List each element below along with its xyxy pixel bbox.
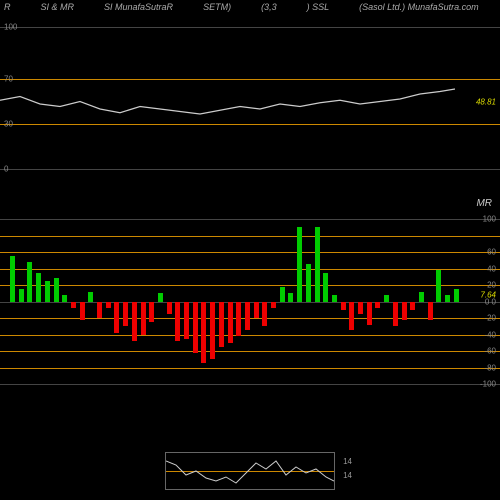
bar xyxy=(36,273,41,302)
bar xyxy=(210,302,215,360)
bar xyxy=(428,302,433,320)
bar xyxy=(71,302,76,309)
bar xyxy=(332,295,337,302)
y-axis-label: -60 xyxy=(484,347,496,356)
mr-bar-chart: 1007.646040200 0-20-40-60-80-100 xyxy=(0,219,500,384)
bar xyxy=(175,302,180,342)
rsi-line-chart: 10070300 48.81 xyxy=(0,19,500,169)
y-axis-label: -80 xyxy=(484,363,496,372)
bar xyxy=(306,264,311,301)
bars-area xyxy=(10,219,465,384)
y-axis-label: 20 xyxy=(487,281,496,290)
bar xyxy=(97,302,102,319)
bar xyxy=(149,302,154,323)
header-item: (Sasol Ltd.) MunafaSutra.com xyxy=(359,2,479,12)
bar xyxy=(114,302,119,333)
mr-label: MR xyxy=(476,198,492,209)
bar xyxy=(62,295,67,302)
bar xyxy=(27,262,32,302)
y-axis-label: -20 xyxy=(484,314,496,323)
line-svg xyxy=(0,19,460,169)
bar xyxy=(141,302,146,335)
header-item: (3,3 xyxy=(261,2,277,12)
bar xyxy=(445,295,450,302)
header-item: SI MunafaSutraR xyxy=(104,2,173,12)
bar xyxy=(254,302,259,319)
bar xyxy=(454,289,459,301)
mini-chart: 14 14 xyxy=(165,452,335,490)
y-axis-label: 100 xyxy=(483,215,496,224)
header-item: SI & MR xyxy=(41,2,75,12)
y-axis-label: -100 xyxy=(480,380,496,389)
gridline xyxy=(0,169,500,170)
bar xyxy=(349,302,354,331)
bar xyxy=(245,302,250,331)
bar xyxy=(315,227,320,301)
bar xyxy=(193,302,198,353)
header-item: SETM) xyxy=(203,2,231,12)
bar xyxy=(436,270,441,301)
bar xyxy=(158,293,163,301)
bar xyxy=(19,289,24,301)
gridline xyxy=(0,384,500,385)
bar xyxy=(280,287,285,302)
bar xyxy=(358,302,363,314)
bar xyxy=(219,302,224,347)
bar xyxy=(288,293,293,301)
bar xyxy=(10,256,15,301)
mini-line-svg xyxy=(166,453,334,489)
bar xyxy=(106,302,111,309)
bar xyxy=(367,302,372,325)
y-axis-label: -40 xyxy=(484,330,496,339)
mini-label-bot: 14 xyxy=(343,471,352,480)
y-axis-label: 40 xyxy=(487,264,496,273)
bar xyxy=(201,302,206,364)
bar xyxy=(410,302,415,310)
y-axis-label: 0 0 xyxy=(485,297,496,306)
bar xyxy=(297,227,302,301)
bar xyxy=(45,281,50,302)
bar xyxy=(184,302,189,339)
bar xyxy=(80,302,85,320)
bar xyxy=(236,302,241,337)
bar xyxy=(271,302,276,309)
bar xyxy=(54,278,59,301)
bar xyxy=(88,292,93,302)
bar xyxy=(384,295,389,302)
bar xyxy=(323,273,328,302)
bar xyxy=(402,302,407,320)
header-row: R SI & MR SI MunafaSutraR SETM) (3,3 ) S… xyxy=(0,0,500,14)
bar xyxy=(228,302,233,343)
bar xyxy=(375,302,380,309)
mini-label-top: 14 xyxy=(343,457,352,466)
bar xyxy=(419,292,424,302)
bar xyxy=(167,302,172,314)
bar xyxy=(262,302,267,327)
y-axis-label: 60 xyxy=(487,248,496,257)
current-value-label: 48.81 xyxy=(476,97,496,106)
bar xyxy=(123,302,128,327)
header-item: R xyxy=(4,2,11,12)
bar xyxy=(132,302,137,342)
bar xyxy=(393,302,398,327)
bar xyxy=(341,302,346,310)
header-item: ) SSL xyxy=(307,2,330,12)
